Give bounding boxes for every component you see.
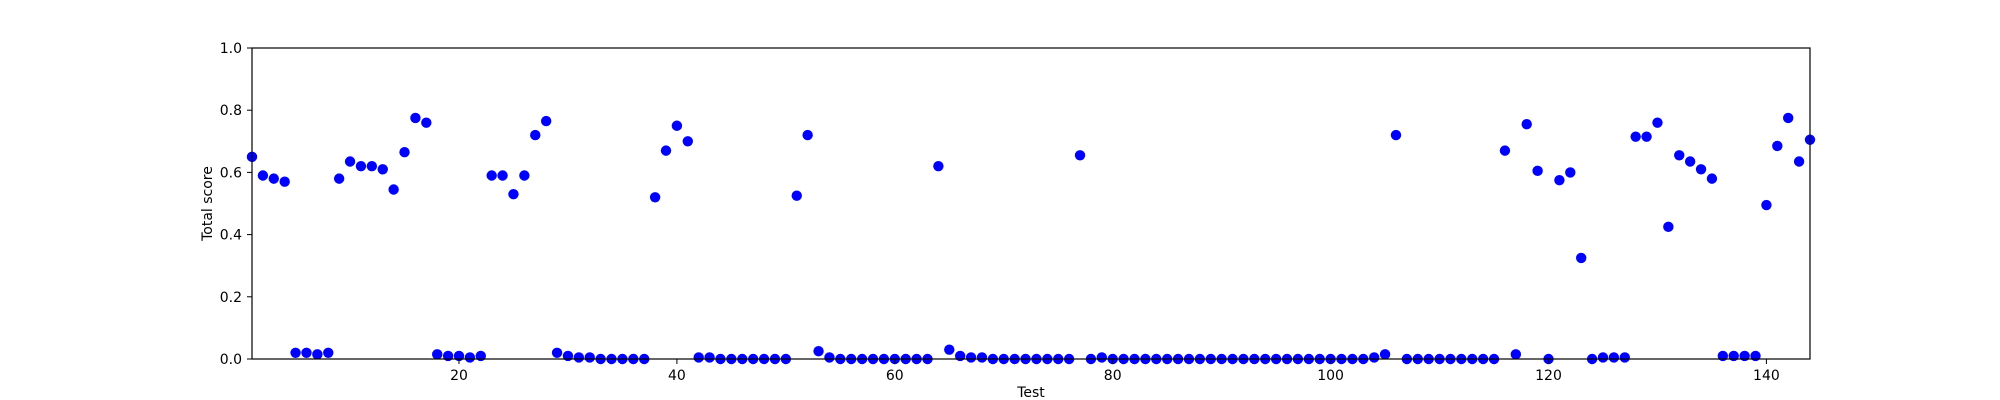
x-axis-label: Test xyxy=(1016,385,1045,400)
data-point xyxy=(1554,174,1565,186)
x-tick-label: 40 xyxy=(668,368,686,384)
data-point xyxy=(530,129,541,141)
data-point xyxy=(1608,352,1620,363)
data-point xyxy=(660,145,672,156)
data-point xyxy=(976,352,988,363)
data-point xyxy=(682,136,693,147)
data-point xyxy=(824,352,835,363)
data-point xyxy=(377,164,388,175)
data-point xyxy=(290,347,301,358)
data-point xyxy=(508,188,519,200)
data-point xyxy=(551,347,563,358)
data-point xyxy=(279,176,290,187)
x-tick-label: 80 xyxy=(1104,368,1122,384)
x-tick-label: 60 xyxy=(886,368,904,384)
x-tick-label: 20 xyxy=(450,368,468,384)
y-axis: 0.0 0.2 0.4 0.6 0.8 1.0 xyxy=(220,41,252,368)
x-tick-label: 140 xyxy=(1753,368,1780,384)
data-point xyxy=(355,160,367,172)
data-point xyxy=(1576,252,1587,264)
data-point xyxy=(1597,352,1609,363)
x-tick-label: 100 xyxy=(1317,368,1344,384)
data-point xyxy=(1379,349,1391,360)
data-point xyxy=(1706,173,1718,184)
data-point xyxy=(1695,164,1707,175)
data-point xyxy=(497,170,508,181)
data-point xyxy=(1619,352,1630,363)
plot-area-frame xyxy=(251,47,1811,360)
data-point xyxy=(671,120,683,131)
data-point xyxy=(366,160,378,172)
data-point xyxy=(1499,145,1511,156)
y-tick-label: 0.0 xyxy=(220,352,242,368)
data-point xyxy=(486,170,497,181)
data-point xyxy=(432,349,443,360)
data-point xyxy=(704,352,715,363)
data-point xyxy=(573,352,585,363)
x-axis: 20 40 60 80 100 120 140 xyxy=(450,359,1780,384)
data-point xyxy=(312,349,323,360)
data-point xyxy=(519,170,530,181)
data-point xyxy=(1761,199,1772,211)
data-point xyxy=(268,173,279,184)
data-point xyxy=(1772,140,1783,152)
data-point xyxy=(1674,150,1685,161)
data-point xyxy=(933,160,944,172)
data-point xyxy=(1630,131,1641,142)
y-axis-label: Total score xyxy=(200,166,216,242)
data-point xyxy=(323,347,334,358)
data-point xyxy=(421,117,432,128)
data-point xyxy=(1641,131,1652,142)
data-point xyxy=(1521,118,1532,130)
data-point xyxy=(965,352,977,363)
data-point xyxy=(1663,221,1674,233)
data-point xyxy=(1532,165,1543,177)
data-point xyxy=(464,352,476,363)
data-point xyxy=(649,192,661,203)
y-tick-label: 0.6 xyxy=(220,165,242,181)
data-point xyxy=(1369,352,1380,363)
data-point xyxy=(791,190,802,201)
data-point xyxy=(410,112,421,124)
data-point xyxy=(1510,349,1522,360)
y-tick-label: 0.4 xyxy=(220,228,242,244)
data-point xyxy=(1074,150,1086,161)
data-point xyxy=(944,344,955,355)
data-point xyxy=(1565,167,1576,178)
data-point xyxy=(540,115,552,127)
data-point xyxy=(399,146,410,158)
data-point xyxy=(1096,352,1108,363)
y-tick-label: 0.8 xyxy=(220,103,242,119)
data-point xyxy=(813,346,824,357)
data-point xyxy=(301,347,312,358)
data-point xyxy=(1652,117,1663,128)
data-point xyxy=(1793,156,1805,167)
data-point xyxy=(344,156,356,167)
data-point xyxy=(802,129,813,141)
x-tick-label: 120 xyxy=(1535,368,1562,384)
data-point xyxy=(333,173,345,184)
data-point xyxy=(584,352,595,363)
y-tick-label: 0.2 xyxy=(220,290,242,306)
data-point xyxy=(257,170,269,181)
data-point xyxy=(1684,156,1696,167)
data-points xyxy=(246,112,1816,365)
data-point xyxy=(1390,129,1402,141)
data-point xyxy=(1783,112,1794,124)
data-point xyxy=(388,184,399,195)
data-point xyxy=(693,352,704,363)
y-tick-label: 1.0 xyxy=(220,41,242,57)
